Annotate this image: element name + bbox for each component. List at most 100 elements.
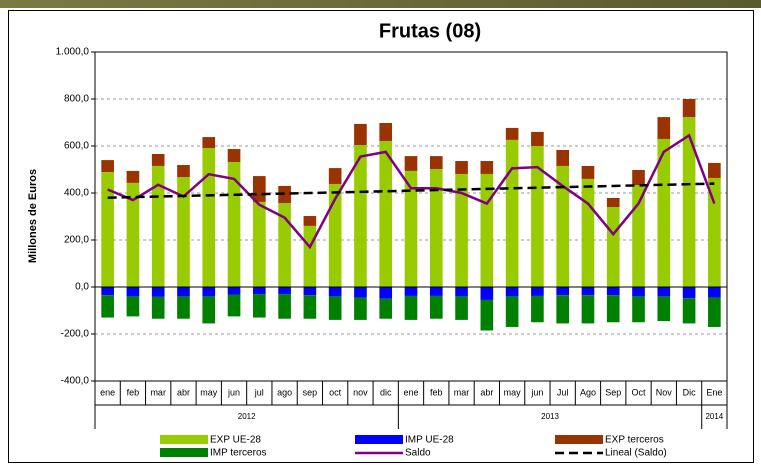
group-label: 2013 (541, 412, 559, 421)
bar (505, 296, 519, 327)
y-tick-label: 1.000,0 (56, 47, 90, 58)
bar (354, 287, 367, 298)
bar (177, 296, 190, 319)
bar (657, 287, 671, 297)
bar (505, 287, 519, 297)
bar (556, 149, 569, 166)
bar (101, 287, 114, 296)
x-tick-label: ene (403, 387, 418, 397)
legend-label: Lineal (Saldo) (605, 448, 667, 459)
bar (253, 294, 266, 318)
x-tick-label: Oct (632, 387, 647, 397)
bar (632, 169, 645, 186)
bar (556, 287, 569, 296)
bar (404, 156, 418, 171)
x-tick-label: jun (227, 387, 240, 397)
y-axis-label: Millones de Euros (27, 169, 39, 263)
bar (303, 216, 317, 226)
x-tick-label: may (504, 387, 522, 397)
bar (278, 294, 291, 319)
bar (657, 117, 671, 139)
y-tick-label: 600,0 (64, 141, 89, 152)
bar (455, 161, 468, 174)
x-tick-label: sep (303, 387, 318, 397)
bar (253, 176, 266, 202)
bar (505, 127, 519, 140)
bar (227, 287, 241, 295)
bar (328, 184, 342, 287)
x-tick-label: feb (430, 387, 443, 397)
bar (126, 296, 140, 317)
x-tick-label: jul (254, 387, 264, 397)
bar (556, 165, 569, 287)
bar (354, 123, 367, 146)
y-tick-label: 400,0 (64, 188, 89, 199)
bar (303, 287, 317, 296)
legend-swatch (555, 435, 603, 444)
line (107, 182, 715, 199)
bar (303, 295, 317, 319)
bar (606, 295, 620, 323)
legend-label: Saldo (405, 448, 431, 459)
bar (126, 287, 140, 297)
bar (151, 287, 165, 297)
bar (455, 296, 468, 320)
legend-label: EXP UE-28 (210, 435, 261, 446)
y-tick-label: -200,0 (61, 329, 90, 340)
bar (379, 141, 393, 287)
bar (278, 203, 291, 287)
bar (606, 197, 620, 208)
bar (177, 287, 190, 297)
bar (101, 295, 114, 318)
bar (480, 161, 494, 174)
bar (429, 295, 443, 319)
bar (606, 207, 620, 287)
x-tick-label: dic (380, 387, 392, 397)
bar (227, 161, 241, 287)
legend-swatch (160, 448, 208, 457)
bar (328, 287, 342, 297)
bar (632, 287, 645, 297)
x-tick-label: jun (530, 387, 543, 397)
bar (253, 287, 266, 295)
bar (657, 138, 671, 287)
y-tick-label: 0,0 (75, 282, 89, 293)
bar (606, 287, 620, 296)
x-tick-label: may (200, 387, 218, 397)
bar (682, 117, 696, 287)
top-strip (0, 0, 761, 8)
bar (657, 296, 671, 322)
bar (101, 172, 114, 287)
plot-frame (94, 51, 728, 382)
bar (480, 299, 494, 331)
x-tick-label: ene (100, 387, 115, 397)
bar (404, 295, 418, 320)
bar (328, 296, 342, 320)
bar (151, 153, 165, 166)
x-tick-label: ago (277, 387, 292, 397)
x-tick-label: oct (329, 387, 342, 397)
bar (531, 146, 544, 287)
bar (708, 287, 721, 298)
x-tick-label: Sep (605, 387, 621, 397)
bar (708, 177, 721, 287)
x-tick-label: Ene (706, 387, 722, 397)
x-tick-label: abr (480, 387, 493, 397)
x-tick-label: Dic (683, 387, 696, 397)
bar (379, 287, 393, 299)
bar (151, 296, 165, 319)
bar (278, 287, 291, 295)
bar (429, 169, 443, 287)
bar (531, 287, 544, 296)
bar (708, 162, 721, 178)
bar (354, 145, 367, 287)
bar (531, 131, 544, 146)
bar (404, 170, 418, 287)
bar (126, 170, 140, 183)
bar (581, 165, 595, 179)
bar (708, 297, 721, 327)
legend-label: IMP terceros (210, 448, 267, 459)
y-tick-label: -400,0 (61, 376, 90, 387)
x-tick-label: Ago (580, 387, 596, 397)
